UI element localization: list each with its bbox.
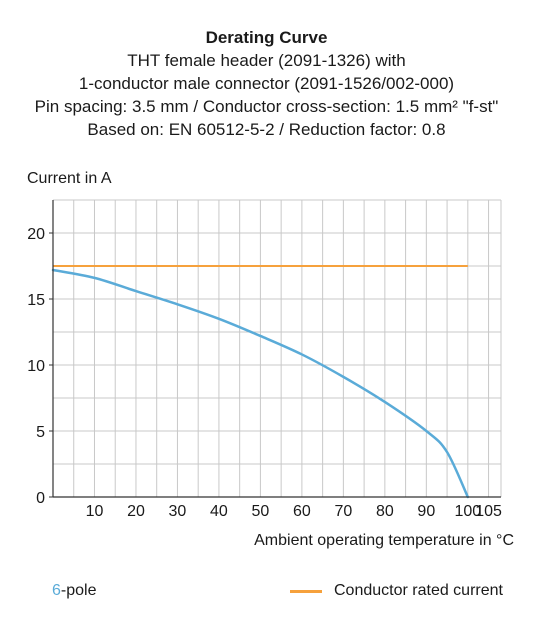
x-tick-label-105: 105 — [475, 503, 502, 520]
subtitle-line-1: THT female header (2091-1326) with — [127, 51, 406, 70]
legend-series-number: 6 — [52, 582, 61, 599]
x-tick-label-10: 10 — [86, 503, 104, 520]
axes — [49, 200, 501, 498]
subtitle-line-4: Based on: EN 60512-5-2 / Reduction facto… — [87, 120, 446, 139]
x-tick-label-20: 20 — [127, 503, 145, 520]
x-tick-label-30: 30 — [169, 503, 187, 520]
x-axis-label: Ambient operating temperature in °C — [254, 532, 514, 549]
legend-item-rated-current: Conductor rated current — [290, 582, 503, 600]
derating-curve-6-pole — [51, 268, 470, 499]
chart-header: Derating Curve THT female header (2091-1… — [0, 26, 533, 141]
x-tick-label-90: 90 — [417, 503, 435, 520]
legend-rated-line-swatch — [290, 589, 322, 593]
x-tick-label-100: 100 — [454, 503, 481, 520]
grid — [53, 199, 502, 497]
y-tick-label-15: 15 — [27, 292, 45, 309]
chart-title: Derating Curve — [205, 28, 328, 47]
x-tick-label-80: 80 — [376, 503, 394, 520]
subtitle-line-2: 1-conductor male connector (2091-1526/00… — [78, 74, 455, 93]
legend-series-suffix: -pole — [60, 582, 97, 599]
subtitle-line-3: Pin spacing: 3.5 mm / Conductor cross-se… — [34, 97, 499, 116]
y-axis-label: Current in A — [27, 170, 112, 187]
y-tick-label-5: 5 — [36, 424, 45, 441]
x-tick-label-60: 60 — [293, 503, 311, 520]
x-tick-label-50: 50 — [252, 503, 270, 520]
legend-item-6-pole: 6-pole — [52, 582, 96, 600]
series-layer — [51, 265, 470, 499]
x-tick-label-70: 70 — [334, 503, 352, 520]
y-tick-label-10: 10 — [27, 358, 45, 375]
y-tick-label-20: 20 — [27, 226, 45, 243]
x-tick-label-40: 40 — [210, 503, 228, 520]
y-tick-label-0: 0 — [36, 490, 45, 507]
legend-rated-label: Conductor rated current — [334, 582, 503, 599]
